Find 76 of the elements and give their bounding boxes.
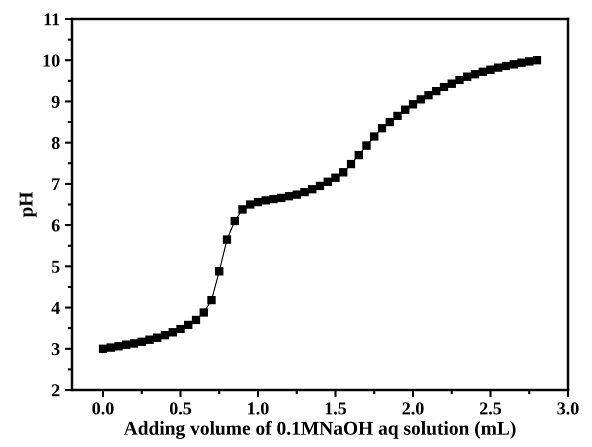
point [277, 194, 286, 202]
point [525, 57, 534, 66]
point [432, 86, 440, 96]
point [510, 60, 518, 69]
point [331, 174, 340, 182]
point [494, 63, 502, 72]
y-tick-label: 8 [52, 136, 60, 150]
point [106, 343, 115, 352]
point [455, 76, 464, 84]
point [354, 150, 363, 160]
x-tick-label: 3.0 [557, 402, 579, 415]
point [254, 198, 262, 206]
point [408, 100, 418, 108]
y-tick-label: 5 [52, 260, 60, 273]
point [222, 235, 232, 244]
point [463, 72, 472, 81]
point [262, 196, 270, 205]
point [532, 56, 542, 64]
y-tick-label: 3 [52, 343, 60, 356]
y-axis-title: pH [20, 192, 37, 218]
point [370, 132, 378, 141]
point [339, 168, 348, 177]
y-tick-label: 10 [44, 54, 60, 67]
y-tick-label: 9 [52, 96, 60, 108]
point [517, 58, 526, 67]
x-tick-label: 2.5 [480, 402, 502, 415]
x-tick-label: 0.0 [92, 402, 114, 415]
point [130, 339, 138, 348]
point [215, 267, 224, 276]
point [448, 80, 456, 88]
point [470, 70, 480, 78]
x-tick-label: 2.0 [402, 402, 424, 415]
point [145, 336, 154, 344]
y-tick-label: 11 [44, 13, 60, 26]
point [308, 185, 316, 194]
point [324, 178, 332, 186]
x-tick-label: 1.5 [326, 402, 346, 415]
point [346, 160, 356, 168]
point [138, 338, 146, 346]
point [284, 192, 294, 200]
point [401, 106, 410, 114]
point [98, 344, 108, 353]
point [440, 82, 448, 92]
point [378, 124, 386, 132]
point [386, 118, 394, 126]
point [153, 333, 162, 342]
point [424, 91, 433, 100]
point [416, 95, 425, 104]
point [122, 340, 130, 349]
point [486, 66, 495, 74]
point [238, 205, 247, 214]
point [478, 68, 487, 76]
y-tick-label: 2 [52, 384, 60, 396]
point [192, 316, 200, 324]
point [184, 320, 192, 330]
point [168, 328, 177, 336]
point [230, 216, 239, 226]
y-tick-label: 6 [52, 219, 60, 232]
point [292, 190, 301, 199]
point [246, 200, 254, 209]
point [269, 194, 278, 204]
point [160, 331, 170, 340]
point [502, 62, 510, 70]
y-tick-label: 7 [52, 178, 60, 190]
point [300, 188, 309, 196]
point [362, 141, 371, 150]
x-axis-title: Adding volume of 0.1MNaOH aq solution (mL) [124, 420, 516, 439]
x-tick-label: 1.0 [248, 402, 269, 415]
point [200, 308, 208, 317]
y-tick-label: 4 [51, 302, 60, 314]
point [316, 182, 324, 190]
point [114, 342, 123, 350]
point [393, 112, 402, 120]
x-tick-label: 0.5 [170, 402, 192, 415]
point [207, 296, 216, 304]
point [176, 324, 185, 334]
